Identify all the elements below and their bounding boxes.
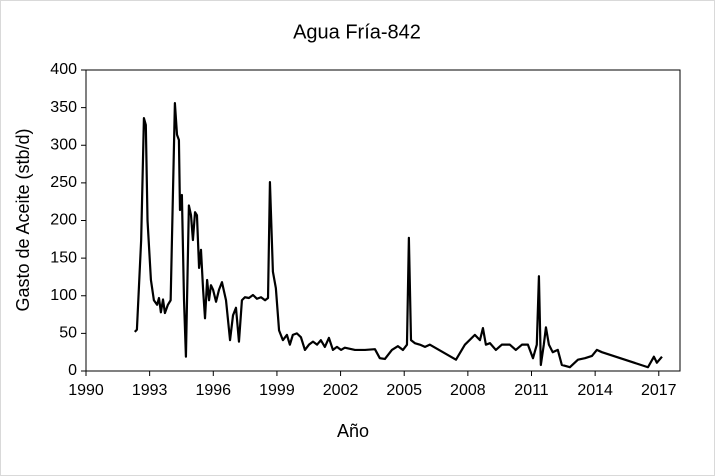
y-tick-label: 150 (50, 249, 77, 266)
data-line (133, 102, 663, 369)
y-tick-label: 400 (50, 61, 77, 78)
y-tick-label: 100 (50, 287, 77, 304)
y-tick-label: 200 (50, 212, 77, 229)
y-tick-label: 0 (68, 362, 77, 379)
y-tick-label: 250 (50, 174, 77, 191)
x-tick-label: 1996 (195, 382, 231, 399)
x-tick-label: 2008 (450, 382, 486, 399)
x-tick-label: 1993 (132, 382, 168, 399)
x-tick-label: 1999 (259, 382, 295, 399)
x-tick-label: 2002 (323, 382, 359, 399)
y-tick-label: 50 (59, 325, 77, 342)
x-tick-label: 2005 (386, 382, 422, 399)
x-tick-label: 2011 (514, 382, 549, 399)
y-tick-label: 300 (50, 136, 77, 153)
y-tick-label: 350 (50, 99, 77, 116)
x-axis-label: Año (337, 421, 369, 441)
x-tick-label: 2017 (641, 382, 677, 399)
x-tick-label: 2014 (577, 382, 613, 399)
x-tick-label: 1990 (68, 382, 104, 399)
y-axis-label: Gasto de Aceite (stb/d) (13, 128, 33, 311)
chart-title: Agua Fría-842 (293, 21, 421, 43)
